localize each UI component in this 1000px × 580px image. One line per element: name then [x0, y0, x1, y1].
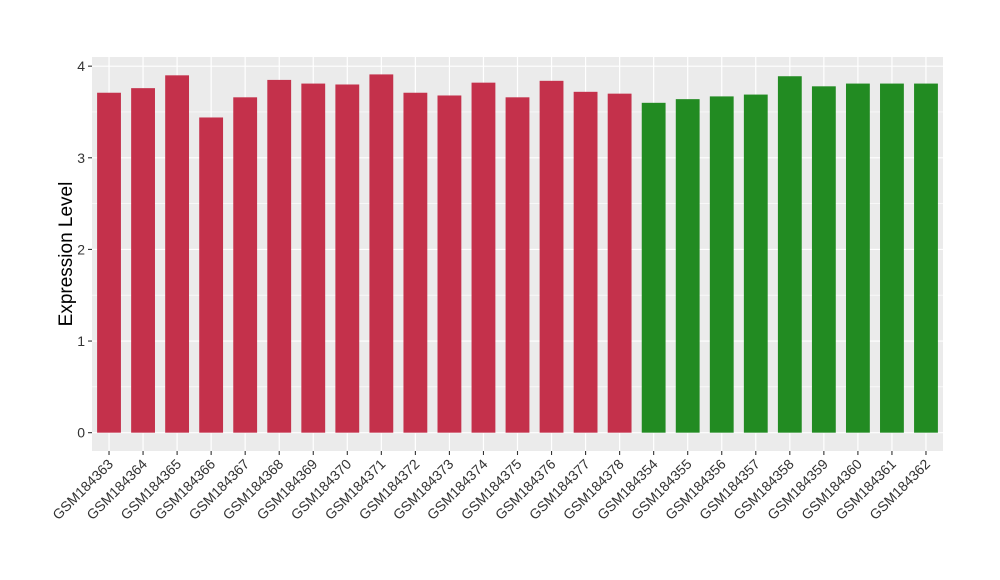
bar-GSM184376	[539, 80, 564, 433]
bar-GSM184367	[233, 97, 258, 433]
bar-GSM184356	[709, 96, 734, 433]
y-tick-label: 4	[77, 58, 85, 74]
bar-GSM184362	[914, 83, 938, 433]
bar-GSM184378	[607, 93, 632, 433]
bar-GSM184365	[165, 75, 190, 433]
bar-GSM184361	[880, 83, 904, 433]
bar-GSM184357	[743, 94, 768, 433]
bar-GSM184377	[573, 91, 598, 433]
y-axis-title: Expression Level	[56, 182, 77, 327]
bar-GSM184374	[471, 82, 496, 433]
bar-GSM184355	[675, 99, 700, 433]
y-axis: 0 1 2 3 4	[77, 58, 92, 441]
bar-GSM184354	[641, 102, 666, 433]
y-tick-label: 3	[77, 150, 85, 166]
bar-GSM184364	[131, 88, 155, 433]
bar-GSM184369	[301, 83, 326, 433]
y-tick-label: 2	[77, 241, 85, 257]
bar-GSM184360	[845, 83, 870, 433]
bar-GSM184358	[777, 76, 802, 433]
bar-GSM184371	[369, 74, 394, 433]
bars-group	[97, 74, 938, 433]
bar-GSM184373	[437, 95, 462, 433]
bar-GSM184359	[811, 86, 836, 433]
bar-GSM184370	[335, 84, 360, 433]
bar-GSM184368	[267, 79, 292, 433]
bar-GSM184375	[505, 97, 530, 433]
x-axis: GSM184363GSM184364GSM184365GSM184366GSM1…	[49, 451, 933, 523]
y-tick-label: 1	[77, 333, 85, 349]
bar-GSM184366	[199, 117, 224, 433]
y-tick-label: 0	[77, 425, 85, 441]
bar-GSM184363	[97, 92, 121, 433]
bar-GSM184372	[403, 92, 428, 433]
